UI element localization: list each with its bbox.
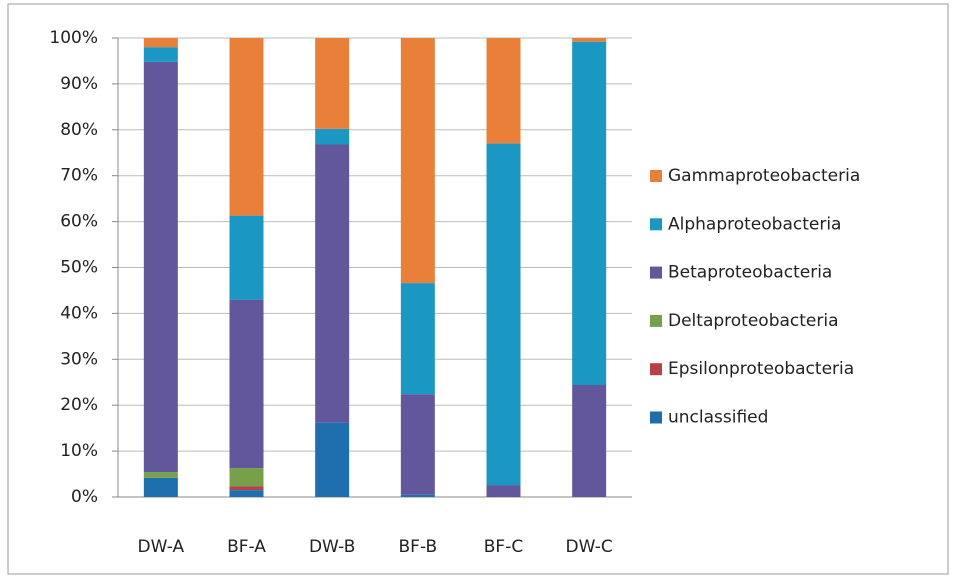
x-tick-label: BF-B [399,537,438,557]
bar-segment [400,394,435,495]
y-tick-label: 0% [71,487,98,507]
bar-segment [572,41,607,386]
bar-segment [315,128,350,145]
y-tick-label: 50% [60,258,98,278]
legend-swatch [650,218,662,231]
y-tick-label: 10% [60,441,98,461]
bar-segment [400,38,435,284]
y-tick-label: 30% [60,349,98,369]
bar-segment [229,215,264,300]
legend-label: unclassified [668,408,768,428]
bar-segment [572,38,607,42]
bar-segment [315,38,350,129]
legend-label: Epsilonproteobacteria [668,359,854,379]
bar-segment [143,472,178,478]
y-tick-label: 20% [60,395,98,415]
legend-label: Betaproteobacteria [668,263,832,283]
bar-segment [486,38,521,144]
bar-segment [229,299,264,469]
y-tick-label: 90% [60,74,98,94]
bar-segment [229,486,264,491]
y-tick-label: 80% [60,120,98,140]
bar-segment [315,422,350,497]
legend-swatch [650,170,662,182]
y-tick-label: 70% [60,166,98,186]
bar-segment [486,143,521,486]
bar-segment [143,61,178,473]
x-tick-label: BF-C [484,537,523,557]
bar-segment [572,385,607,497]
y-tick-label: 100% [49,28,98,48]
legend-swatch [650,411,662,424]
x-tick-label: BF-A [227,537,266,557]
y-tick-label: 40% [60,303,98,323]
legend-label: Gammaproteobacteria [668,166,860,186]
legend-swatch [650,266,662,279]
bar-segment [315,144,350,423]
legend-label: Deltaproteobacteria [668,311,839,331]
x-tick-label: DW-C [566,537,613,557]
x-tick-label: DW-B [309,537,355,557]
bar-segment [143,38,178,48]
bar-segment [229,490,264,497]
bar-segment [143,477,178,497]
bar-segment [229,38,264,216]
bar-segment [400,283,435,395]
legend-label: Alphaproteobacteria [668,214,841,234]
y-tick-label: 60% [60,212,98,232]
bar-segment [229,468,264,487]
legend-swatch [650,314,662,327]
x-tick-label: DW-A [138,537,185,557]
legend-swatch [650,363,662,376]
bar-segment [400,494,435,497]
bar-segment [486,485,521,497]
bar-segment [143,47,178,62]
